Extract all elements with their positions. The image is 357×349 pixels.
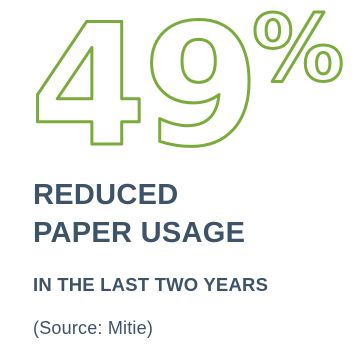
headline: REDUCED PAPER USAGE xyxy=(33,176,245,252)
headline-line-1: REDUCED xyxy=(33,179,179,211)
headline-line-2: PAPER USAGE xyxy=(33,217,246,249)
percent-sign: % xyxy=(252,0,344,102)
source-note: (Source: Mitie) xyxy=(33,318,154,338)
big-stat-number: 49 % xyxy=(29,0,357,186)
subheading: IN THE LAST TWO YEARS xyxy=(33,274,269,295)
stat-value: 49 xyxy=(30,0,256,184)
